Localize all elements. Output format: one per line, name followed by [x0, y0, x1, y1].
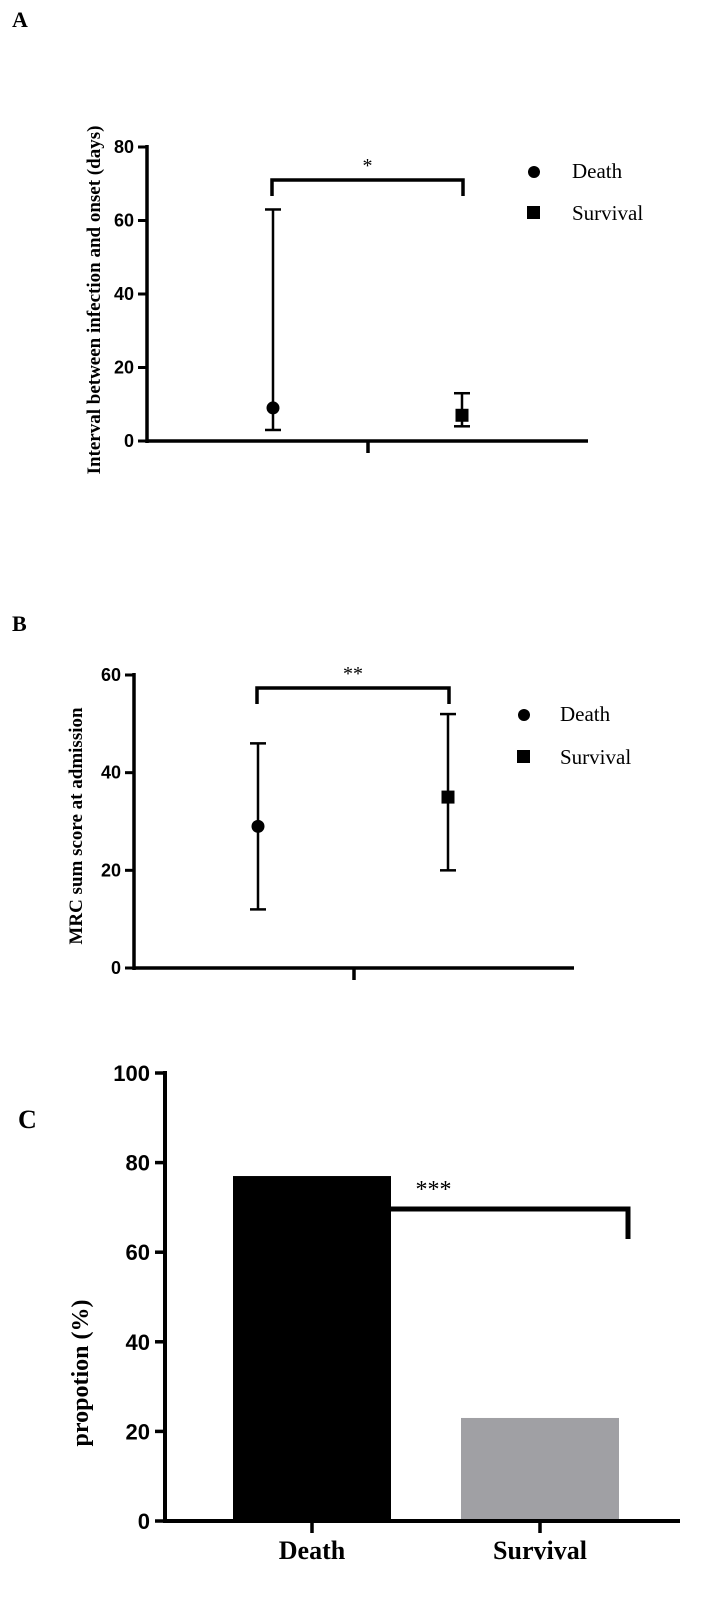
y-tick-label: 0: [111, 958, 121, 978]
legend-death-marker: [518, 709, 530, 721]
panel-a: A Interval between infection and onset (…: [12, 7, 643, 474]
bar-death: [233, 1176, 391, 1521]
panel-a-plot: 0 20 40 60 80 *: [114, 137, 588, 453]
y-tick-label: 80: [126, 1151, 150, 1176]
y-tick-label: 0: [138, 1509, 150, 1534]
legend-survival-marker: [517, 750, 530, 763]
panel-b-y-axis-label: MRC sum score at admission: [66, 707, 87, 945]
data-point-death: [251, 819, 265, 833]
significance-bracket: [270, 178, 465, 196]
panel-b-plot: 0 20 40 60 **: [101, 663, 574, 980]
panel-letter-a: A: [12, 7, 28, 32]
y-tick-label: 40: [126, 1330, 150, 1355]
significance-label: ***: [416, 1177, 452, 1203]
y-tick-label: 60: [114, 211, 134, 231]
panel-a-legend: Death Survival: [527, 159, 643, 225]
data-point-survival: [441, 790, 455, 804]
legend-survival-label: Survival: [572, 201, 643, 225]
y-tick-label: 20: [101, 860, 121, 880]
data-point-death: [266, 401, 280, 415]
y-tick-label: 40: [101, 763, 121, 783]
y-tick-label: 80: [114, 137, 134, 157]
legend-death-marker: [528, 166, 540, 178]
y-tick-label: 60: [126, 1240, 150, 1265]
x-tick-label-death: Death: [279, 1536, 346, 1565]
panel-a-y-axis-label: Interval between infection and onset (da…: [84, 126, 105, 475]
legend-survival-label: Survival: [560, 745, 631, 769]
legend-survival-marker: [527, 206, 540, 219]
panel-letter-c: C: [18, 1105, 37, 1134]
bar-survival: [461, 1417, 619, 1521]
panel-letter-b: B: [12, 611, 27, 636]
y-tick-label: 20: [126, 1419, 150, 1444]
y-tick-label: 60: [101, 665, 121, 685]
significance-label: *: [363, 155, 373, 177]
significance-bracket: [255, 686, 451, 704]
legend-death-label: Death: [572, 159, 623, 183]
panel-b-legend: Death Survival: [517, 702, 631, 769]
data-point-survival: [455, 408, 469, 422]
legend-death-label: Death: [560, 702, 611, 726]
significance-bracket: [236, 1206, 631, 1239]
panel-c-y-axis-label: propotion (%): [68, 1300, 94, 1447]
y-tick-label: 20: [114, 358, 134, 378]
significance-label: **: [343, 663, 363, 685]
panel-c: C propotion (%) 0 20 40 60 80 100 Death Surviva…: [18, 1061, 680, 1565]
y-tick-label: 100: [113, 1061, 150, 1086]
x-tick-label-survival: Survival: [493, 1536, 587, 1565]
panel-c-plot: 0 20 40 60 80 100 Death Survival ***: [113, 1061, 680, 1565]
panel-b: B MRC sum score at admission 0 20 40 60 ** D…: [12, 611, 631, 980]
y-tick-label: 0: [124, 431, 134, 451]
y-tick-label: 40: [114, 284, 134, 304]
